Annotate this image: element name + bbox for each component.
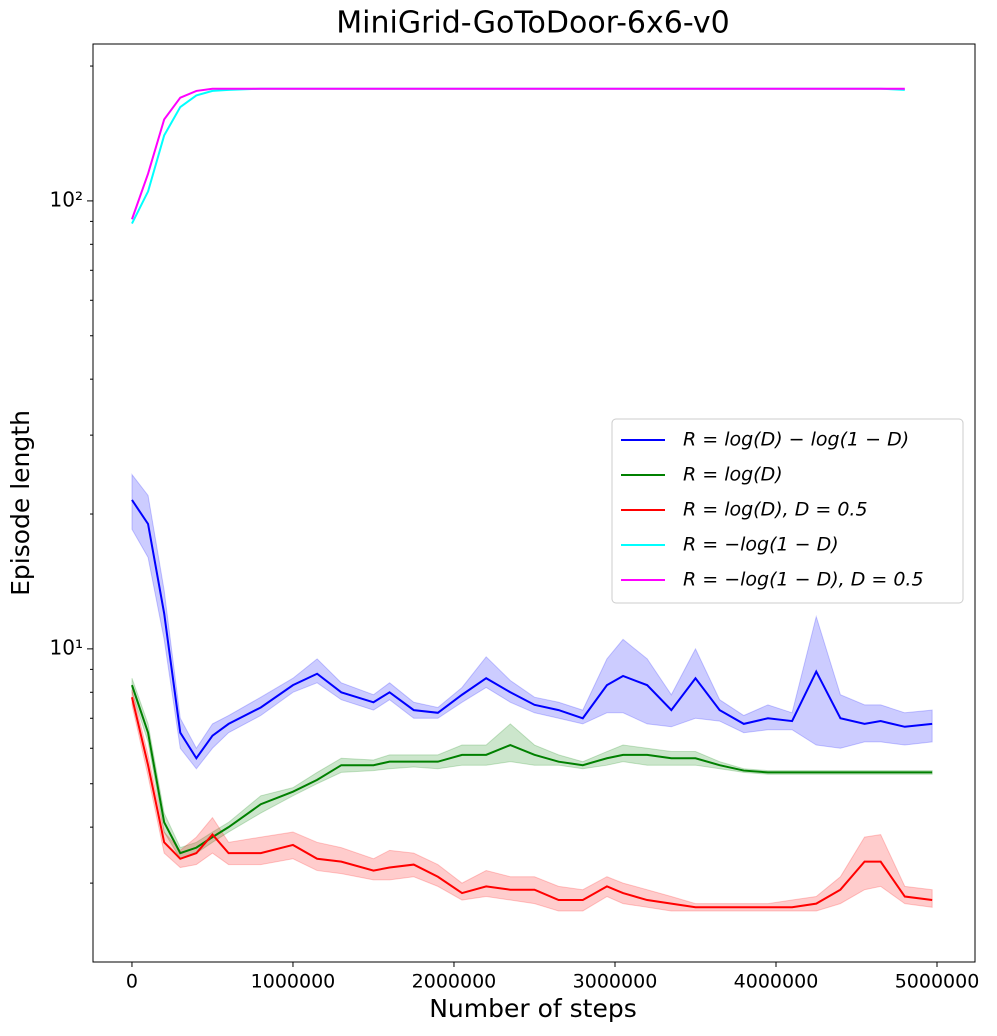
x-tick-label: 1000000 [251,971,336,993]
legend-label: R = −log(1 − D), D = 0.5 [683,569,924,591]
legend-label: R = log(D) − log(1 − D) [683,429,909,451]
y-axis-label: Episode length [6,410,35,596]
confidence-band [131,473,933,770]
legend-label: R = −log(1 − D) [683,534,839,556]
x-tick-label: 0 [126,971,138,993]
legend-box [611,418,964,604]
plot-area [130,87,933,912]
plot-frame [92,43,976,963]
series-line [131,87,905,225]
y-tick-label: 10² [50,187,83,211]
confidence-band [131,689,933,912]
confidence-band [131,678,933,860]
chart-title: MiniGrid-GoToDoor-6x6-v0 [336,6,729,41]
series-line [131,684,933,855]
x-tick-label: 3000000 [573,971,658,993]
legend-label: R = log(D) [683,464,783,486]
y-tick-label: 10¹ [50,635,83,659]
legend-label: R = log(D), D = 0.5 [683,499,868,521]
x-axis-label: Number of steps [429,994,637,1023]
series-line [130,696,933,909]
series-line [131,87,905,220]
x-tick-label: 4000000 [734,971,819,993]
x-tick-label: 5000000 [895,971,980,993]
series-line [131,499,933,761]
x-tick-label: 2000000 [412,971,497,993]
